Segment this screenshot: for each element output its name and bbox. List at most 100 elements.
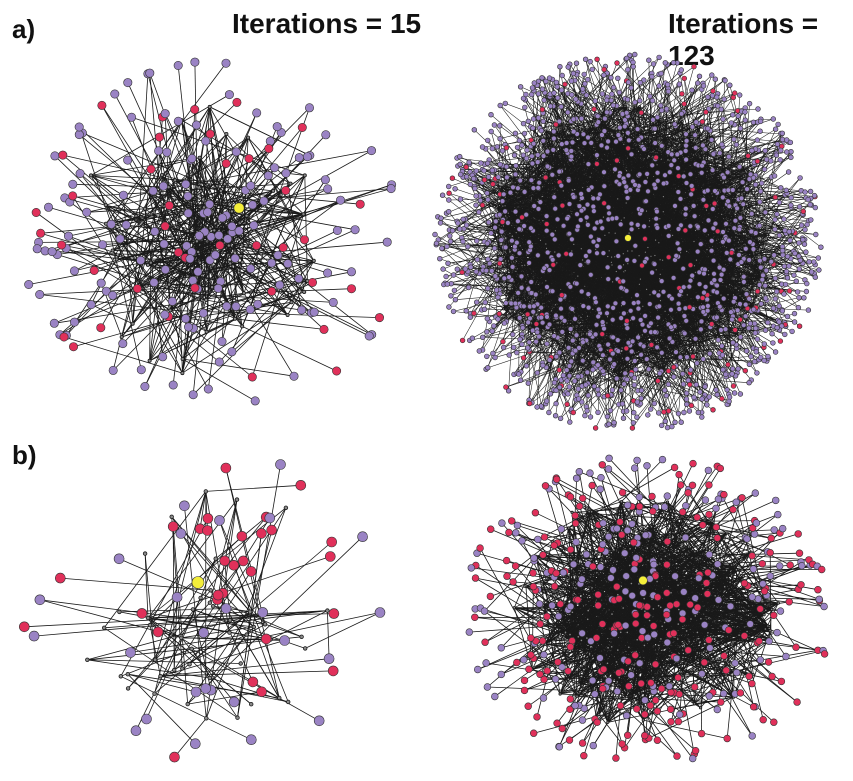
purple-node: [101, 286, 111, 296]
hub-node: [173, 178, 178, 183]
edge: [581, 248, 667, 396]
purple-node: [547, 391, 554, 397]
hub-node: [491, 217, 495, 221]
hub-node: [659, 299, 662, 303]
purple-node: [644, 356, 650, 362]
edge: [530, 227, 698, 331]
hub-node: [680, 120, 684, 123]
edge: [503, 111, 707, 310]
purple-node: [123, 155, 133, 165]
edge: [742, 180, 769, 280]
purple-node: [294, 153, 304, 163]
purple-node: [585, 304, 592, 311]
hub-node: [610, 263, 614, 267]
purple-node: [628, 151, 635, 158]
red-node: [281, 186, 291, 196]
edge: [164, 314, 243, 327]
edge: [536, 173, 754, 408]
hub-node: [168, 308, 173, 313]
edge: [616, 271, 734, 343]
edge: [520, 120, 602, 340]
hub-node: [645, 209, 648, 213]
purple-node: [108, 290, 118, 300]
edge: [209, 106, 310, 156]
hub-node: [758, 242, 762, 245]
edge: [505, 205, 732, 254]
purple-node: [187, 154, 197, 164]
hub-node: [623, 364, 627, 368]
hub-node: [640, 333, 644, 337]
purple-node: [184, 322, 194, 332]
hub-node: [240, 260, 245, 265]
purple-node: [106, 219, 116, 229]
edge: [105, 191, 150, 206]
purple-node: [64, 231, 74, 241]
hub-node: [685, 249, 689, 253]
hub-node: [503, 204, 507, 208]
edge: [649, 91, 669, 295]
edge: [519, 154, 584, 230]
edge: [499, 205, 736, 226]
edge: [721, 203, 744, 215]
hub-node: [212, 228, 217, 233]
hub-node: [622, 216, 626, 220]
purple-node: [194, 231, 204, 241]
purple-node: [70, 317, 80, 327]
purple-node: [222, 301, 232, 311]
hub-node: [489, 223, 493, 227]
hub-node: [689, 139, 693, 142]
edge: [582, 335, 737, 341]
purple-node: [784, 313, 791, 320]
hub-node: [311, 258, 316, 263]
edge: [72, 195, 218, 238]
hub-node: [624, 201, 628, 205]
hub-node: [197, 155, 202, 160]
hub-node: [623, 269, 627, 273]
purple-node: [776, 199, 783, 206]
purple-node: [613, 238, 620, 245]
purple-node: [499, 148, 506, 154]
hub-node: [159, 172, 164, 177]
edge: [538, 328, 758, 340]
hub-node: [240, 324, 245, 329]
purple-node: [493, 218, 499, 225]
hub-node: [763, 242, 767, 246]
edge: [28, 251, 199, 285]
red-node: [69, 342, 79, 352]
purple-node: [150, 227, 160, 237]
purple-node: [185, 254, 195, 264]
purple-node: [590, 203, 597, 210]
hub-node: [545, 246, 548, 250]
edge: [513, 281, 599, 366]
edge: [521, 217, 621, 378]
purple-node: [158, 352, 168, 362]
edge: [698, 127, 766, 299]
hub-node: [607, 249, 611, 253]
purple-node: [230, 253, 240, 263]
edge: [133, 290, 334, 303]
hub-node: [645, 287, 649, 291]
edge: [696, 330, 704, 398]
hub-node: [248, 243, 253, 248]
purple-node: [735, 113, 741, 119]
hub-node: [553, 229, 557, 233]
red-node: [247, 372, 257, 382]
purple-node: [297, 305, 307, 315]
edge: [105, 204, 370, 337]
edge: [624, 106, 695, 398]
red-node: [332, 366, 342, 376]
edge: [91, 304, 133, 325]
edge: [574, 217, 604, 319]
red-node: [190, 105, 200, 115]
hub-node: [497, 223, 501, 227]
edge: [48, 206, 107, 225]
edge: [659, 150, 781, 260]
hub-node: [637, 254, 641, 258]
edge: [182, 358, 295, 377]
purple-node: [309, 307, 319, 317]
red-node: [164, 201, 174, 211]
edge: [607, 97, 709, 257]
edge: [144, 230, 215, 387]
edge: [612, 105, 615, 138]
hub-node: [224, 180, 229, 185]
